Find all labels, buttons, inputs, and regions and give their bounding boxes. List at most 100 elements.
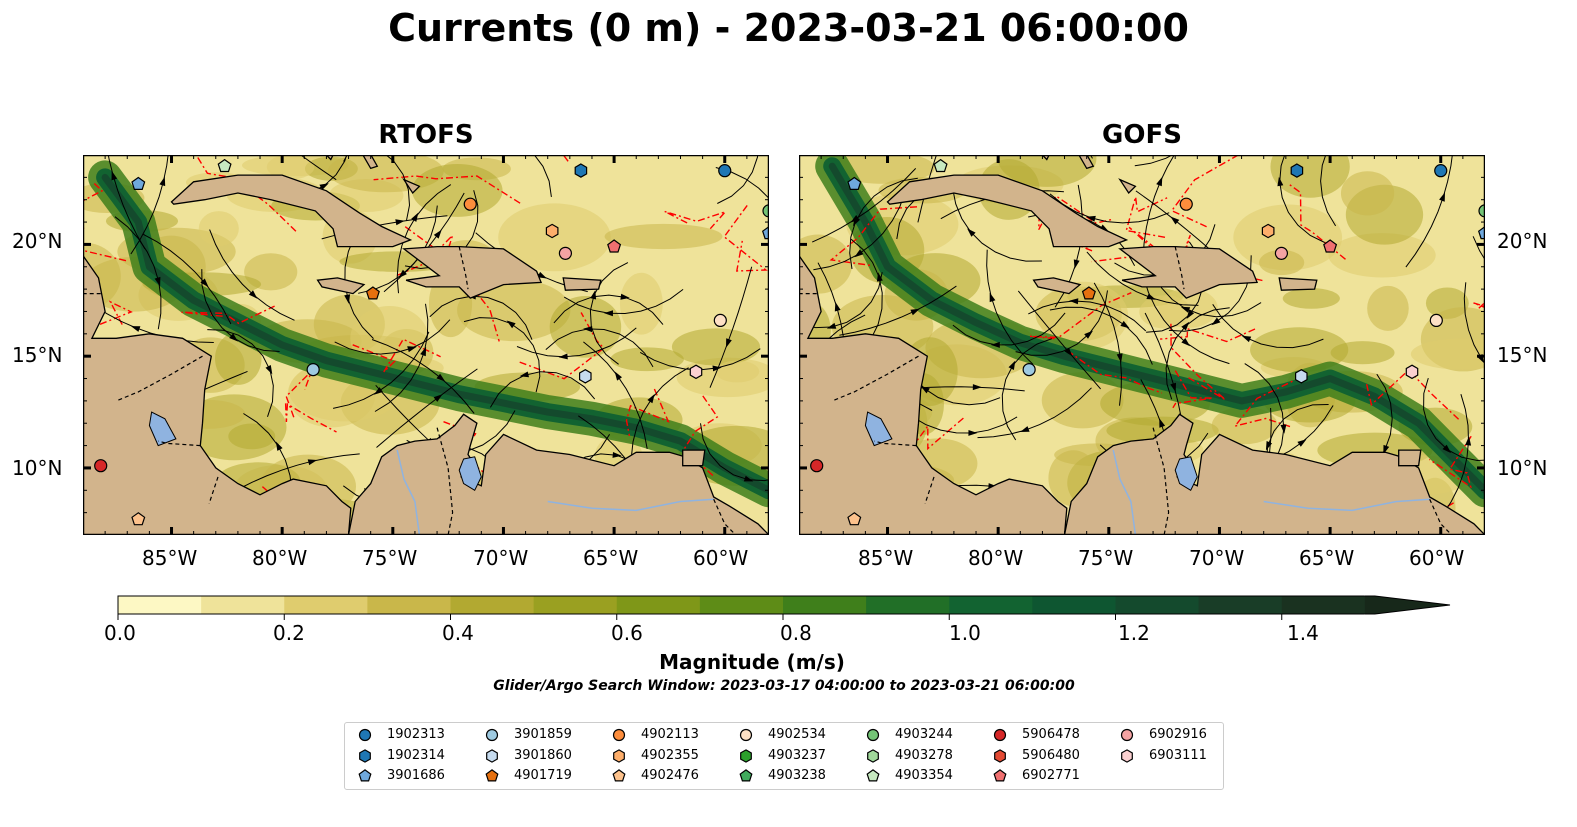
legend-marker-shape (612, 728, 626, 742)
legend-marker-shape (739, 728, 753, 742)
river (1112, 449, 1137, 535)
streamline (1134, 155, 1174, 167)
float-marker-4901719 (1081, 286, 1096, 300)
streamline-arrow (612, 452, 622, 458)
streamline (93, 304, 214, 343)
float-marker-3901859 (306, 362, 320, 377)
legend-item-label: 1902314 (387, 747, 445, 763)
legend-marker-shape (358, 728, 372, 742)
streamline (715, 167, 769, 200)
streamline (1153, 273, 1262, 318)
eez-boundary (195, 155, 297, 232)
streamline (583, 341, 648, 449)
legend-item-label: 4902113 (641, 727, 699, 742)
current-speed-patch (1211, 406, 1278, 445)
streamline-arrow (920, 386, 930, 394)
float-marker-6902771 (607, 239, 622, 253)
current-speed-patch (457, 279, 571, 342)
lon-tick-label: 60°W (1409, 546, 1465, 570)
streamline (589, 262, 629, 365)
eez-boundary (1233, 377, 1299, 428)
land-cuba (886, 174, 1129, 248)
legend-item-label: 3901859 (514, 727, 572, 742)
streamline-arrow (1241, 335, 1252, 343)
streamline-arrow (200, 278, 209, 288)
eez-boundary (625, 388, 670, 437)
land-jamaica (1032, 277, 1082, 295)
streamline (1028, 300, 1147, 332)
streamline (396, 184, 452, 294)
river (396, 449, 421, 535)
float-marker-4903354 (933, 158, 948, 173)
streamline-arrow (876, 272, 883, 282)
land-cuba (170, 174, 413, 248)
float-marker-4903244 (1478, 204, 1485, 218)
land-trinidad (1398, 449, 1422, 467)
map-panel-rtofs[interactable] (83, 155, 769, 535)
colorbar (110, 590, 1470, 650)
eez-boundary (1066, 350, 1163, 394)
eez-boundary (519, 312, 605, 380)
streamline-arrow (519, 371, 529, 378)
streamline-arrow (853, 216, 861, 227)
land-puertorico (562, 277, 602, 291)
streamline-arrow (265, 365, 273, 375)
streamline-arrow (558, 353, 568, 360)
current-speed-patch (498, 203, 611, 272)
current-speed-patch (412, 164, 503, 217)
streamline-arrow (307, 459, 318, 466)
streamline-arrow (647, 394, 655, 404)
float-marker-4902534 (1429, 313, 1443, 328)
streamline-arrow (1170, 216, 1180, 225)
float-marker-3901686 (847, 176, 862, 191)
gofs-current-map (799, 155, 1485, 535)
eez-boundary (1170, 155, 1239, 228)
colorbar-segment (284, 596, 368, 614)
current-speed-patch (610, 347, 684, 372)
streamline (383, 192, 465, 293)
streamline (429, 295, 533, 340)
streamline (107, 155, 146, 250)
land-puertorico (1278, 277, 1318, 291)
streamline (207, 329, 274, 417)
colorbar-segment (699, 596, 784, 614)
streamline-arrow (990, 341, 1000, 348)
legend-item-label: 4903278 (895, 747, 953, 763)
river (547, 498, 714, 512)
streamline (952, 312, 1066, 346)
legend-item-label: 4903244 (895, 727, 953, 742)
lon-tick-label: 70°W (1189, 546, 1245, 570)
streamline-arrow (229, 333, 238, 342)
streamline-arrow (1170, 382, 1176, 393)
streamline (1017, 290, 1101, 390)
streamline-arrow (743, 475, 754, 482)
float-marker-6903111 (689, 364, 703, 380)
streamline (563, 288, 684, 315)
streamline (371, 339, 475, 414)
colorbar-tick-label: 0.2 (273, 621, 305, 645)
float-marker-1902313 (718, 164, 732, 178)
streamline-arrow (1116, 353, 1123, 363)
current-speed-patch (1139, 295, 1191, 329)
streamline-arrow (1020, 426, 1030, 432)
legend-item-label: 3901860 (514, 747, 572, 763)
colorbar-segment (1032, 596, 1116, 614)
streamline-arrow (834, 302, 841, 312)
map-panel-gofs[interactable] (799, 155, 1485, 535)
streamline-arrow (433, 394, 443, 402)
float-marker-4902476 (847, 512, 862, 526)
eez-boundary (1172, 370, 1213, 409)
float-marker-4903244 (762, 204, 769, 218)
eez-boundary (1170, 321, 1226, 401)
eez-boundary (352, 338, 441, 373)
country-border (831, 355, 919, 402)
streamline-arrow (1073, 259, 1080, 269)
legend-marker-circle-icon (739, 728, 753, 742)
rtofs-current-map (83, 155, 769, 535)
streamline-arrow (506, 320, 516, 329)
eez-boundary (373, 175, 521, 204)
legend-marker-circle-icon (612, 728, 626, 742)
streamline-arrow (604, 310, 613, 317)
legend-item-label: 6902916 (1149, 727, 1207, 742)
streamline-arrow (1277, 176, 1284, 187)
